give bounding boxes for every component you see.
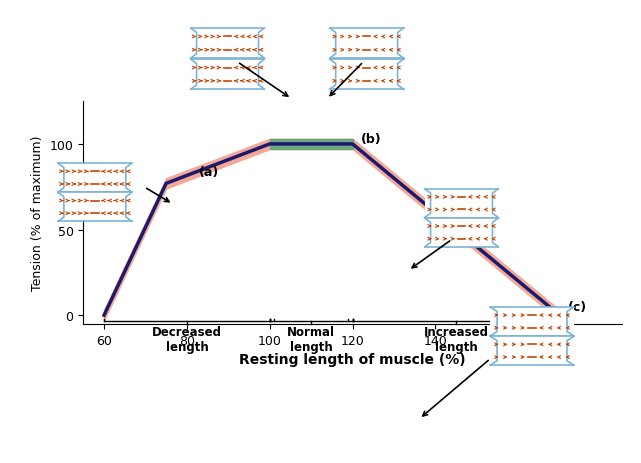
- Text: (c): (c): [568, 300, 587, 313]
- Text: Increased
length: Increased length: [424, 325, 488, 353]
- Y-axis label: Tension (% of maximum): Tension (% of maximum): [31, 135, 44, 291]
- X-axis label: Resting length of muscle (%): Resting length of muscle (%): [239, 352, 466, 366]
- Text: Normal
length: Normal length: [287, 325, 335, 353]
- Text: (a): (a): [199, 165, 220, 178]
- Text: (b): (b): [361, 133, 381, 146]
- Text: Decreased
length: Decreased length: [152, 325, 222, 353]
